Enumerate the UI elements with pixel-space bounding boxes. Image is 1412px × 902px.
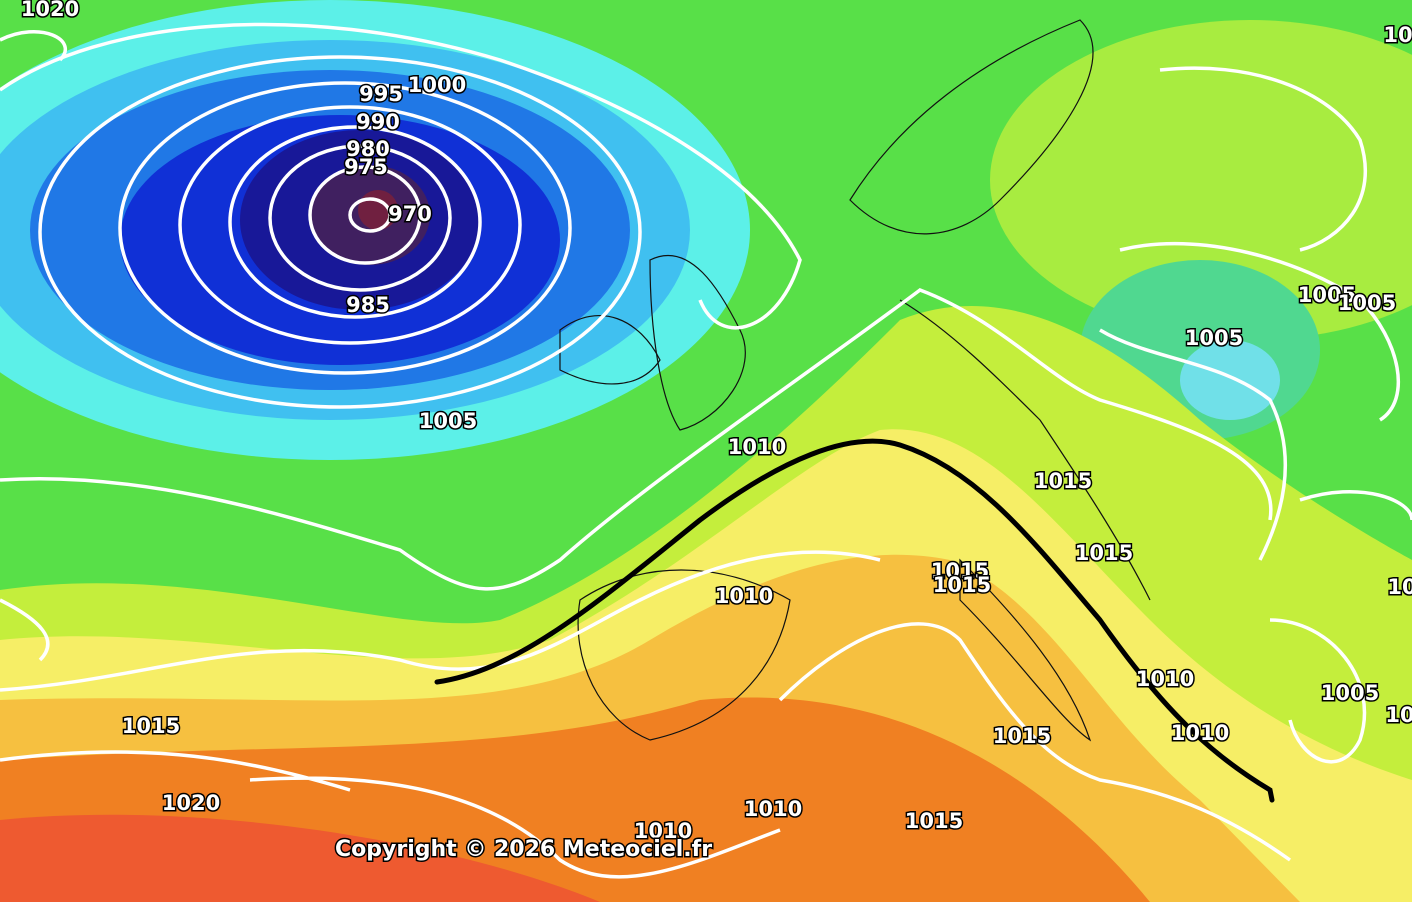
- isobar: [0, 22, 802, 330]
- isobar: [1269, 490, 1412, 764]
- pressure-area: [990, 20, 1412, 340]
- coastline: [959, 558, 1092, 742]
- isobar: [308, 165, 422, 265]
- isobar: [118, 81, 572, 375]
- isobar-label: 1010: [728, 435, 786, 459]
- coastline: [849, 19, 1094, 235]
- isobar-label: 1020: [162, 791, 220, 815]
- isobar-label: 1005: [1321, 681, 1379, 705]
- isobar: [0, 750, 781, 879]
- isobar: [38, 55, 642, 409]
- isobar-label: 1015: [122, 714, 180, 738]
- isobar: [778, 622, 1292, 862]
- isobar-label: 1010: [1171, 721, 1229, 745]
- isobar: [1159, 66, 1367, 252]
- isobar-labels: 1020 1000 995 990 980 975 970 985 1005 1…: [19, 0, 1412, 845]
- isobar-label: 1005: [1338, 291, 1396, 315]
- pressure-area: [1180, 340, 1280, 420]
- isobar: [1099, 241, 1401, 561]
- isobars: [0, 22, 1412, 879]
- coastline: [899, 299, 1151, 601]
- coastlines: [559, 19, 1151, 742]
- isobar-label: 1015: [1034, 469, 1092, 493]
- coastline: [577, 569, 791, 741]
- isobar: [178, 105, 522, 345]
- isobar: [0, 288, 1273, 591]
- isobar: [0, 30, 68, 662]
- isobar-label: 1010: [715, 584, 773, 608]
- isobar-label: 1015: [933, 573, 991, 597]
- isobar-label: 975: [344, 155, 388, 179]
- isobar-label: 985: [346, 293, 390, 317]
- isobar: [228, 125, 482, 319]
- isobar-label: 1010: [1136, 667, 1194, 691]
- isobar-label: 1005: [1298, 283, 1356, 307]
- pressure-area: [0, 814, 600, 902]
- isobar: [268, 144, 452, 292]
- isobar: [348, 197, 392, 233]
- isobar-label: 10: [1385, 703, 1412, 727]
- isobar-label: 970: [388, 202, 432, 226]
- isobar-label: 1015: [931, 559, 989, 583]
- isobar-label: 1010: [634, 819, 692, 843]
- coastline: [559, 314, 661, 385]
- isobar-label: 980: [346, 137, 390, 161]
- isobar-label: 1010: [744, 797, 802, 821]
- isobar-label: 1005: [419, 409, 477, 433]
- isobar-label: 10: [1387, 575, 1412, 599]
- isobar-label: 1005: [1185, 326, 1243, 350]
- isobar-label: 1020: [21, 0, 79, 21]
- isobar-label: 10: [1383, 23, 1412, 47]
- isobar-label: 1015: [905, 809, 963, 833]
- coastline: [649, 254, 746, 431]
- isobar-label: 1000: [408, 73, 466, 97]
- copyright: Copyright © 2026 Meteociel.fr: [335, 837, 712, 862]
- drawn-line: [434, 438, 1275, 803]
- isobar-label: 1015: [1075, 541, 1133, 565]
- isobar-label: 1015: [993, 724, 1051, 748]
- isobar-label: 990: [356, 110, 400, 134]
- isobar-label: 995: [359, 82, 403, 106]
